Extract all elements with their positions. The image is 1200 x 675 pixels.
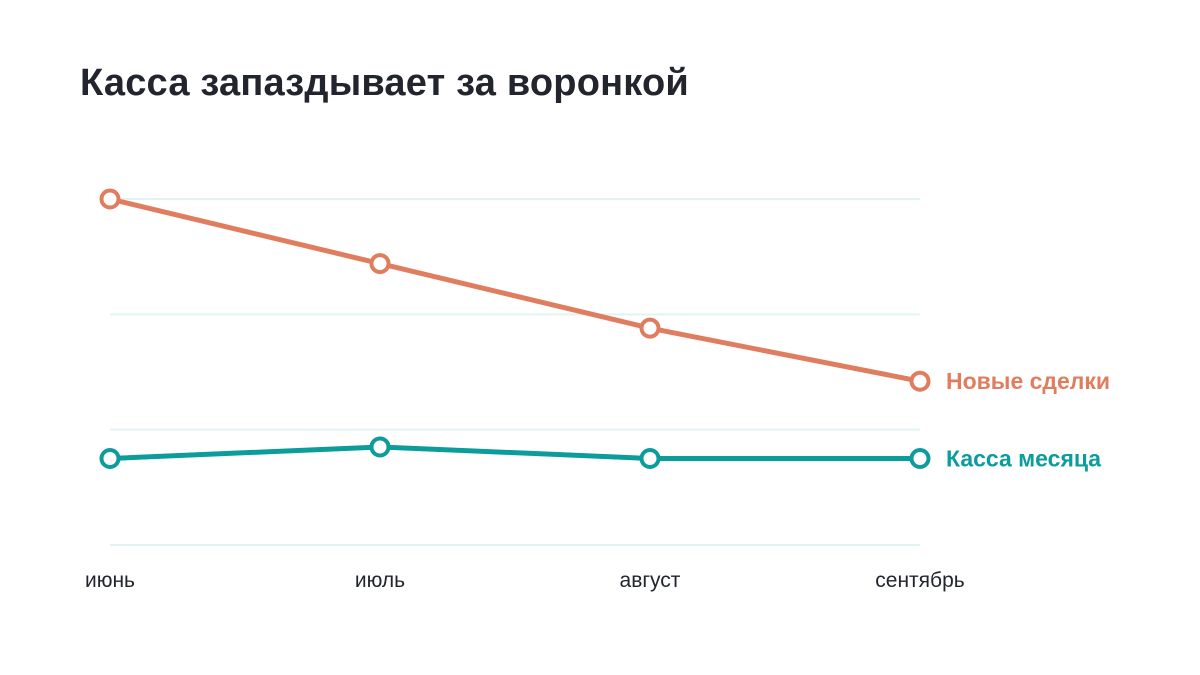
x-tick-label: июнь: [85, 569, 135, 592]
grid: [110, 198, 920, 546]
data-point: [369, 436, 391, 458]
data-point: [909, 370, 931, 392]
series-labels: Новые сделки Касса месяца: [946, 368, 1110, 471]
series-label: Новые сделки: [946, 368, 1110, 394]
x-tick-label: август: [620, 569, 681, 592]
data-point: [909, 448, 931, 469]
data-points: [99, 188, 931, 469]
series-lines: [107, 196, 923, 461]
data-point: [639, 448, 661, 469]
x-axis: июнь июль август сентябрь: [85, 569, 965, 592]
x-tick-label: июль: [355, 569, 405, 592]
data-point: [99, 188, 121, 210]
data-point: [639, 317, 661, 339]
series-line: [107, 444, 923, 461]
chart-title: Касса запаздывает за воронкой: [80, 62, 689, 104]
x-tick-label: сентябрь: [875, 569, 964, 592]
data-point: [99, 448, 121, 469]
series-line: [107, 196, 923, 384]
data-point: [369, 253, 391, 275]
series-label: Касса месяца: [946, 446, 1101, 472]
